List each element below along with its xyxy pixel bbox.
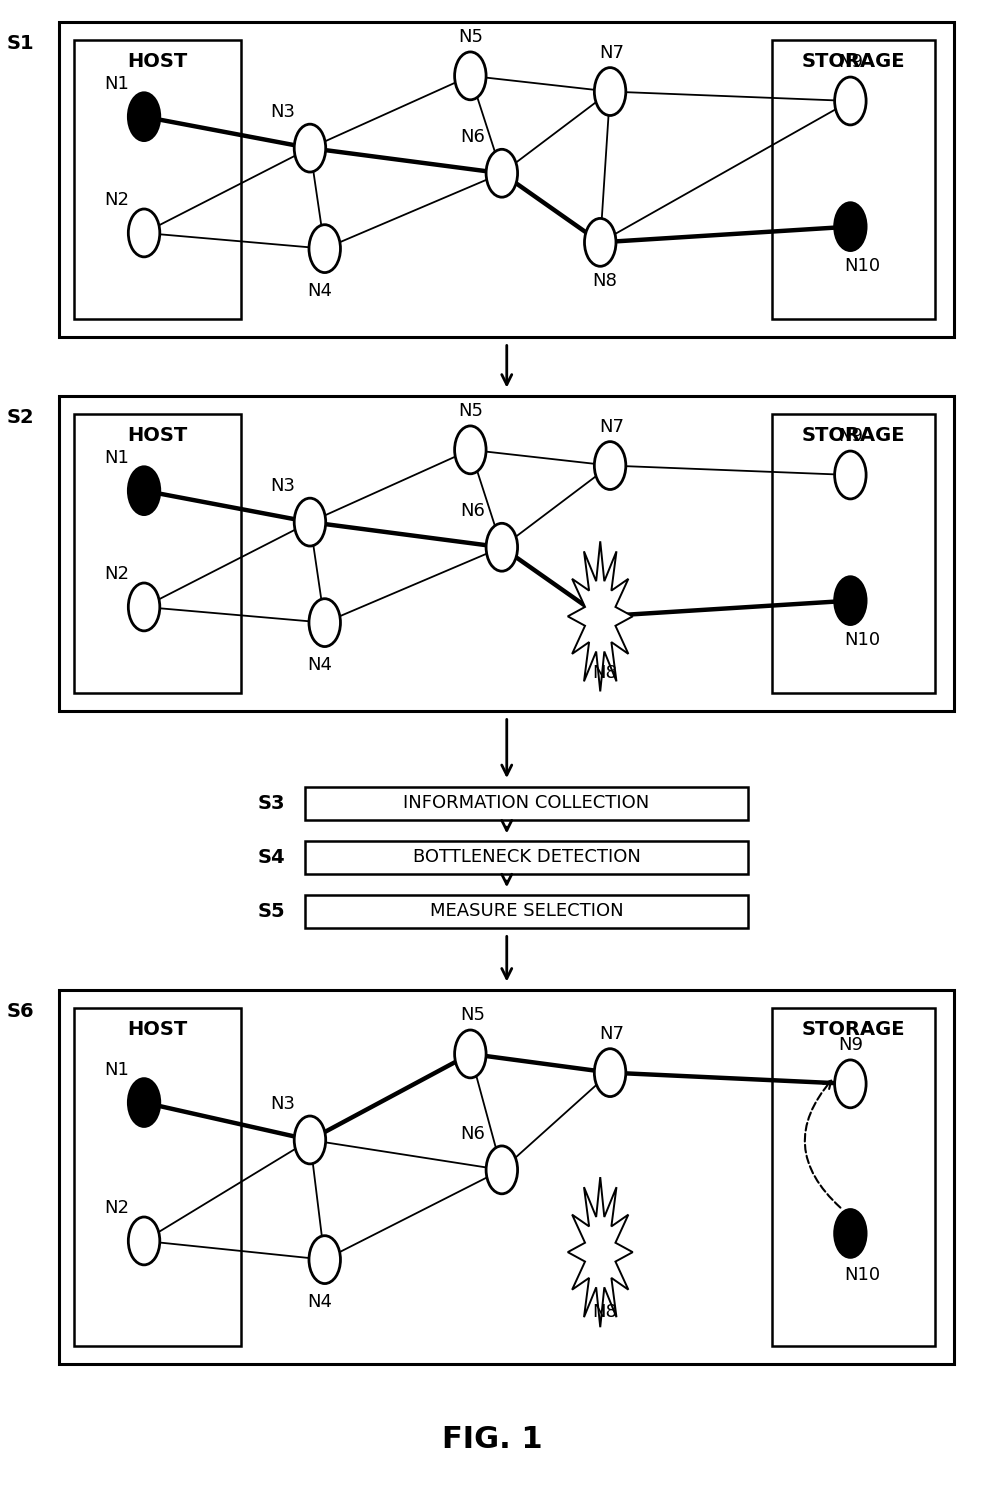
- Circle shape: [128, 583, 159, 631]
- Circle shape: [128, 209, 159, 257]
- Circle shape: [294, 1116, 326, 1164]
- Text: N9: N9: [837, 426, 863, 446]
- Circle shape: [594, 441, 626, 489]
- Text: N2: N2: [104, 1198, 129, 1218]
- Circle shape: [486, 524, 518, 571]
- Circle shape: [455, 426, 486, 474]
- Circle shape: [128, 93, 159, 141]
- Text: HOST: HOST: [127, 52, 188, 70]
- Text: N2: N2: [104, 191, 129, 209]
- Text: N10: N10: [844, 630, 881, 649]
- Text: N6: N6: [460, 503, 485, 521]
- Text: N7: N7: [599, 1025, 625, 1043]
- Circle shape: [834, 1061, 866, 1107]
- Text: N4: N4: [307, 655, 333, 673]
- Bar: [74, 40, 241, 319]
- Circle shape: [455, 52, 486, 100]
- Text: N5: N5: [460, 1005, 485, 1025]
- Text: S6: S6: [7, 1002, 34, 1022]
- Text: BOTTLENECK DETECTION: BOTTLENECK DETECTION: [412, 848, 641, 866]
- Text: N5: N5: [458, 28, 483, 46]
- Circle shape: [594, 67, 626, 115]
- Text: S4: S4: [258, 848, 285, 866]
- Circle shape: [294, 124, 326, 172]
- Bar: [772, 414, 935, 693]
- Bar: [772, 40, 935, 319]
- Text: N10: N10: [844, 1266, 881, 1285]
- Text: S1: S1: [7, 34, 34, 54]
- Bar: [305, 787, 748, 820]
- Text: STORAGE: STORAGE: [802, 52, 905, 70]
- Circle shape: [128, 467, 159, 515]
- Circle shape: [834, 452, 866, 500]
- Text: N8: N8: [592, 272, 618, 290]
- Text: N2: N2: [104, 565, 129, 583]
- Text: S3: S3: [258, 794, 285, 812]
- Text: N1: N1: [104, 1061, 129, 1079]
- Bar: [74, 1008, 241, 1346]
- Text: MEASURE SELECTION: MEASURE SELECTION: [430, 902, 623, 920]
- Polygon shape: [568, 542, 633, 691]
- Text: N3: N3: [270, 477, 295, 495]
- Polygon shape: [568, 1177, 633, 1327]
- Bar: [59, 396, 954, 711]
- Circle shape: [128, 1218, 159, 1266]
- Text: HOST: HOST: [127, 426, 188, 444]
- Text: N8: N8: [592, 1303, 618, 1321]
- Circle shape: [584, 218, 616, 266]
- Circle shape: [309, 224, 340, 272]
- Bar: [305, 895, 748, 928]
- Text: STORAGE: STORAGE: [802, 1020, 905, 1038]
- Bar: [74, 414, 241, 693]
- Text: N8: N8: [592, 664, 618, 682]
- Bar: [59, 990, 954, 1364]
- Text: N4: N4: [307, 1293, 333, 1310]
- Text: N5: N5: [458, 402, 483, 420]
- Text: S5: S5: [258, 902, 285, 920]
- Circle shape: [294, 498, 326, 546]
- Text: N10: N10: [844, 256, 881, 275]
- Circle shape: [834, 577, 866, 625]
- Text: N3: N3: [270, 1095, 295, 1113]
- Text: N1: N1: [104, 449, 129, 467]
- Bar: [59, 22, 954, 337]
- Circle shape: [309, 1236, 340, 1284]
- Text: N3: N3: [270, 103, 295, 121]
- Text: HOST: HOST: [127, 1020, 188, 1038]
- Text: N9: N9: [837, 52, 863, 72]
- Circle shape: [128, 1079, 159, 1126]
- Text: N4: N4: [307, 281, 333, 299]
- Bar: [305, 841, 748, 874]
- Circle shape: [594, 1049, 626, 1097]
- Text: N6: N6: [460, 1125, 485, 1143]
- Text: S2: S2: [7, 408, 34, 428]
- Circle shape: [834, 203, 866, 250]
- Circle shape: [455, 1031, 486, 1077]
- Circle shape: [309, 598, 340, 646]
- Bar: [772, 1008, 935, 1346]
- Text: N7: N7: [599, 43, 625, 61]
- Text: N9: N9: [837, 1035, 863, 1055]
- Circle shape: [834, 1209, 866, 1257]
- Text: STORAGE: STORAGE: [802, 426, 905, 444]
- Text: N7: N7: [599, 417, 625, 435]
- Text: N6: N6: [460, 129, 485, 147]
- Circle shape: [834, 78, 866, 126]
- Text: INFORMATION COLLECTION: INFORMATION COLLECTION: [403, 794, 649, 812]
- Circle shape: [486, 1146, 518, 1194]
- Text: N1: N1: [104, 75, 129, 93]
- Text: FIG. 1: FIG. 1: [442, 1424, 542, 1454]
- Circle shape: [486, 150, 518, 197]
